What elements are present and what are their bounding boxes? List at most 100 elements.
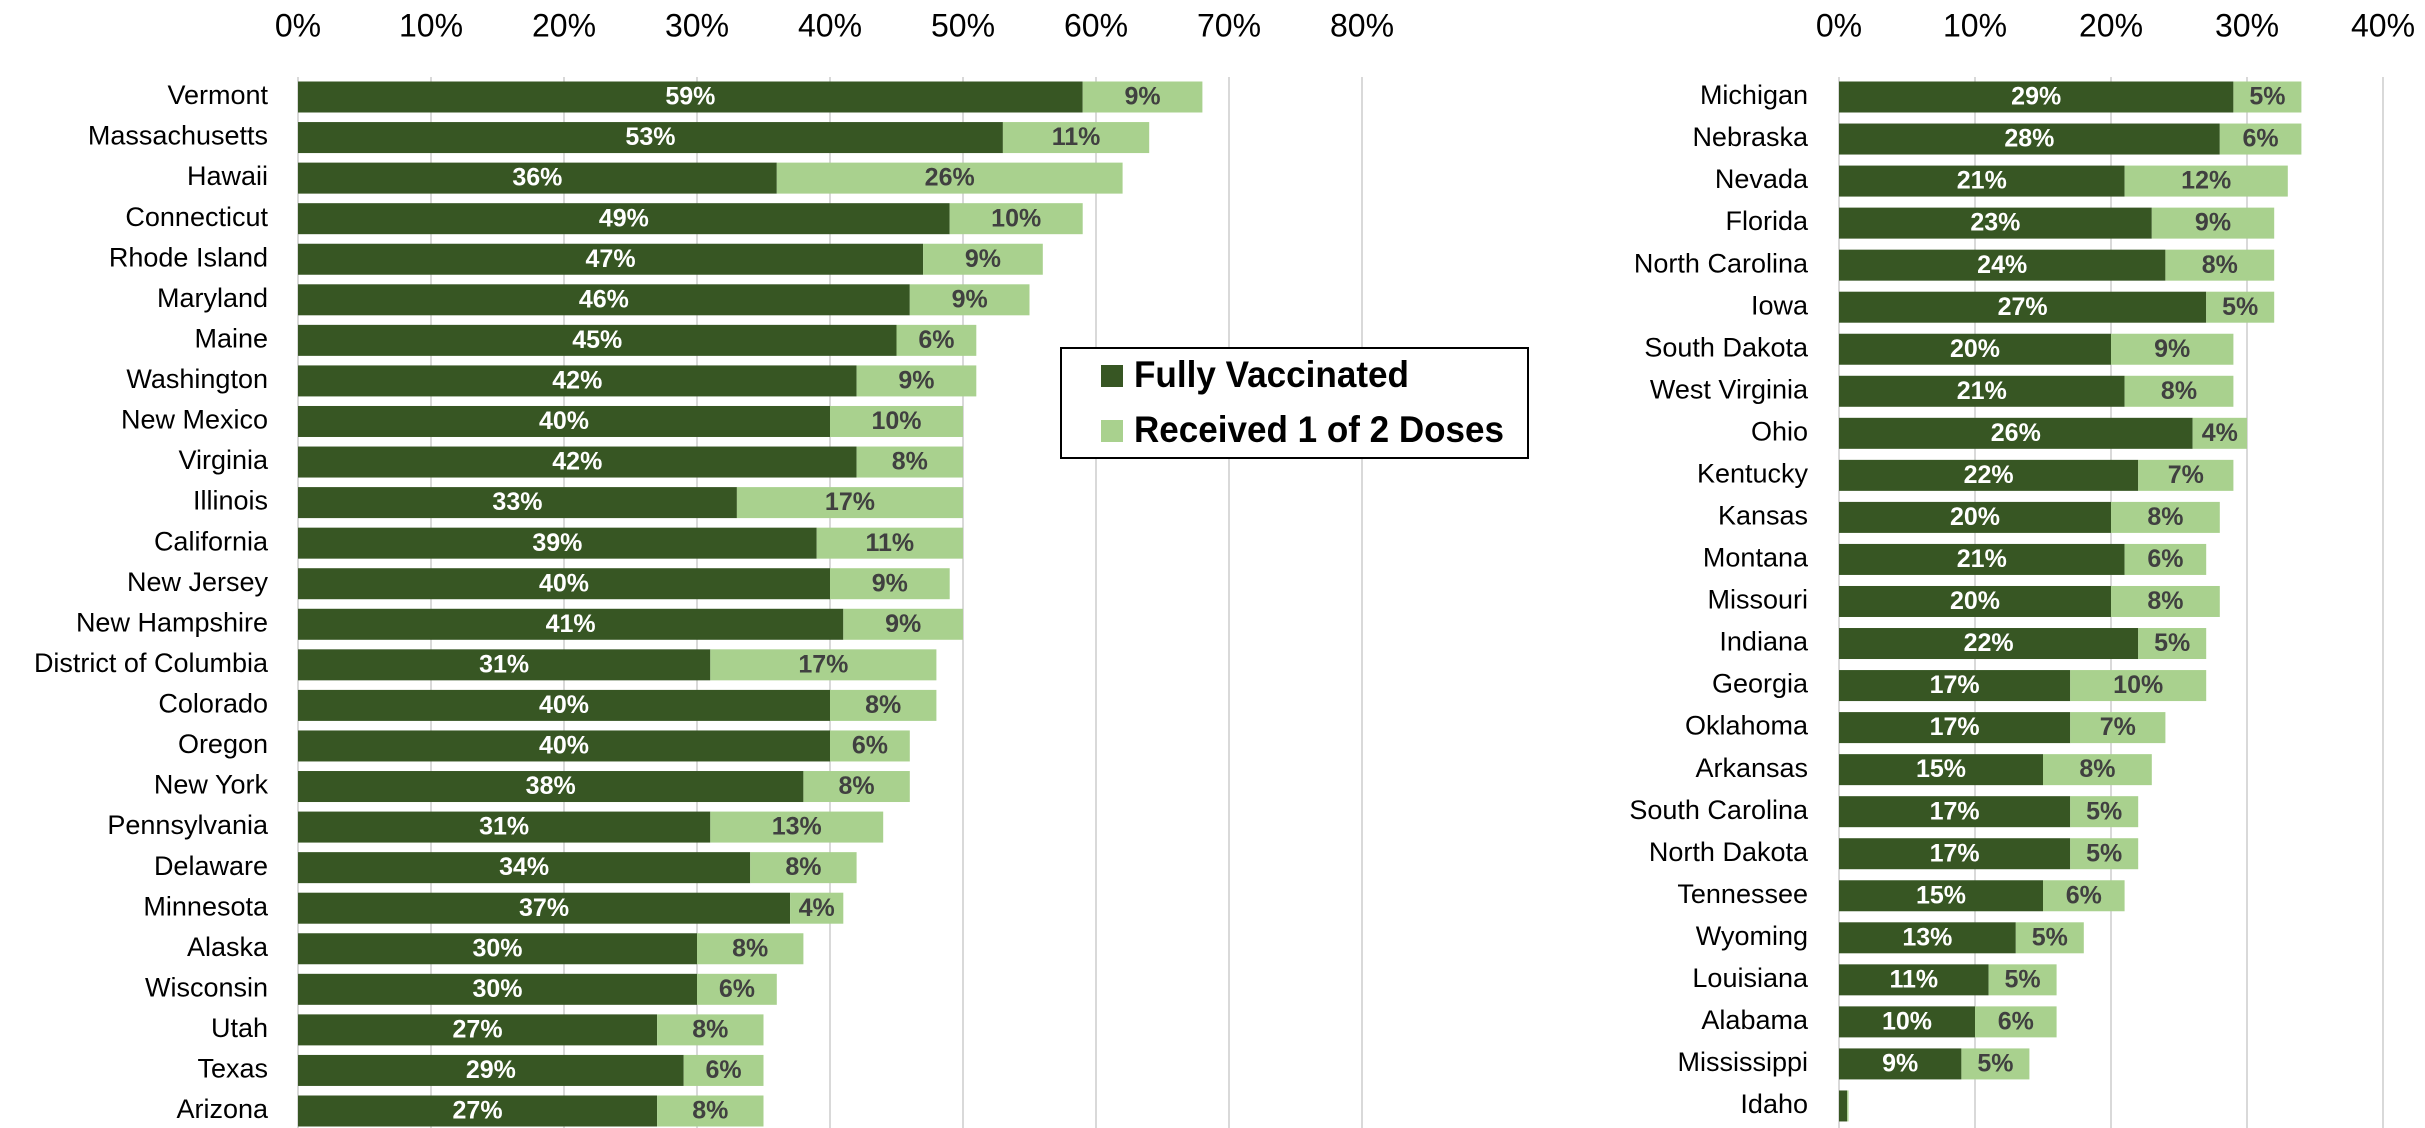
bar-segment bbox=[298, 730, 830, 762]
data-label: 8% bbox=[692, 1015, 728, 1043]
category-label: Alabama bbox=[1701, 1005, 1809, 1035]
data-label: 9% bbox=[2154, 335, 2190, 363]
category-label: Vermont bbox=[167, 80, 268, 110]
category-label: Florida bbox=[1725, 206, 1809, 236]
x-tick-label: 50% bbox=[931, 7, 995, 43]
x-tick-label: 30% bbox=[2215, 7, 2279, 43]
category-label: Louisiana bbox=[1692, 963, 1809, 993]
data-label: 9% bbox=[2195, 209, 2231, 237]
bar-segment bbox=[776, 162, 1123, 194]
bar-segment bbox=[830, 730, 910, 762]
bar-segment bbox=[949, 203, 1083, 235]
bar-segment bbox=[2070, 670, 2207, 702]
bar-segment bbox=[1839, 880, 2043, 912]
x-tick-label: 20% bbox=[2079, 7, 2143, 43]
bar-segment bbox=[2070, 796, 2139, 828]
data-label: 9% bbox=[965, 245, 1001, 273]
category-label: Wyoming bbox=[1696, 921, 1808, 951]
category-label: Rhode Island bbox=[109, 242, 268, 272]
category-label: New Mexico bbox=[121, 405, 268, 435]
data-label: 13% bbox=[1902, 923, 1952, 951]
x-tick-label: 30% bbox=[665, 7, 729, 43]
data-label: 24% bbox=[1977, 251, 2027, 279]
data-label: 8% bbox=[865, 691, 901, 719]
data-label: 39% bbox=[532, 529, 582, 557]
bar-segment bbox=[856, 446, 963, 478]
category-label: Massachusetts bbox=[88, 121, 268, 151]
data-label: 6% bbox=[1998, 1007, 2034, 1035]
data-label: 15% bbox=[1916, 755, 1966, 783]
data-label: 5% bbox=[2154, 629, 2190, 657]
data-label: 20% bbox=[1950, 587, 2000, 615]
data-label: 5% bbox=[2086, 839, 2122, 867]
bar-segment bbox=[2124, 543, 2207, 575]
legend-label: Fully Vaccinated bbox=[1134, 354, 1409, 395]
category-label: California bbox=[154, 526, 269, 556]
category-label: New Hampshire bbox=[76, 607, 268, 637]
bar-segment bbox=[298, 1095, 658, 1127]
category-label: Missouri bbox=[1707, 585, 1808, 615]
data-label: 17% bbox=[1930, 671, 1980, 699]
bar-segment bbox=[298, 608, 844, 640]
data-label: 6% bbox=[918, 326, 954, 354]
bar-segment bbox=[830, 405, 963, 437]
bar-segment bbox=[816, 527, 963, 559]
x-tick-label: 10% bbox=[399, 7, 463, 43]
data-label: 8% bbox=[2147, 587, 2183, 615]
bar-segment bbox=[1839, 712, 2071, 744]
bar-segment bbox=[830, 568, 950, 600]
bar-segment bbox=[750, 852, 857, 884]
category-label: Indiana bbox=[1719, 627, 1809, 657]
category-label: Michigan bbox=[1700, 80, 1808, 110]
category-label: Connecticut bbox=[125, 202, 268, 232]
category-label: Washington bbox=[126, 364, 268, 394]
data-label: 17% bbox=[1930, 839, 1980, 867]
bar-segment bbox=[298, 527, 817, 559]
category-label: West Virginia bbox=[1650, 374, 1809, 404]
bar-segment bbox=[830, 689, 937, 721]
data-label: 9% bbox=[872, 569, 908, 597]
bar-segment bbox=[710, 649, 937, 681]
data-label: 45% bbox=[572, 326, 622, 354]
bar-segment bbox=[298, 162, 777, 194]
x-tick-label: 40% bbox=[2351, 7, 2415, 43]
data-label: 10% bbox=[991, 204, 1041, 232]
data-label: 40% bbox=[539, 732, 589, 760]
bar-segment bbox=[1082, 81, 1203, 113]
data-label: 4% bbox=[799, 894, 835, 922]
category-label: Arizona bbox=[176, 1094, 269, 1124]
bar-segment bbox=[298, 933, 697, 965]
bar-segment bbox=[2206, 291, 2275, 323]
data-label: 11% bbox=[1889, 965, 1938, 993]
data-label: 22% bbox=[1964, 629, 2014, 657]
bar-segment bbox=[2111, 585, 2220, 617]
data-label: 34% bbox=[499, 853, 549, 881]
data-label: 7% bbox=[2168, 461, 2204, 489]
data-label: 5% bbox=[2249, 83, 2285, 111]
bar-segment bbox=[298, 81, 1083, 113]
data-label: 28% bbox=[2004, 125, 2054, 153]
data-label: 41% bbox=[546, 610, 596, 638]
data-label: 6% bbox=[706, 1056, 742, 1084]
category-label: New Jersey bbox=[127, 567, 269, 597]
category-label: Idaho bbox=[1740, 1089, 1808, 1119]
bar-segment bbox=[1839, 81, 2234, 113]
category-label: Pennsylvania bbox=[107, 810, 269, 840]
bar-segment bbox=[298, 973, 697, 1005]
x-tick-label: 40% bbox=[798, 7, 862, 43]
bar-segment bbox=[298, 689, 830, 721]
bar-segment bbox=[657, 1095, 764, 1127]
legend-label: Received 1 of 2 Doses bbox=[1134, 409, 1504, 450]
data-label: 11% bbox=[866, 529, 915, 557]
bar-segment bbox=[1839, 1006, 1975, 1038]
data-label: 33% bbox=[492, 488, 542, 516]
bar-segment bbox=[736, 487, 963, 519]
category-label: Utah bbox=[211, 1013, 268, 1043]
category-label: District of Columbia bbox=[34, 648, 269, 678]
category-label: Virginia bbox=[178, 445, 269, 475]
data-label: 59% bbox=[665, 83, 715, 111]
data-label: 21% bbox=[1957, 377, 2007, 405]
bar-segment bbox=[1839, 1090, 1848, 1122]
category-label: Iowa bbox=[1751, 290, 1809, 320]
